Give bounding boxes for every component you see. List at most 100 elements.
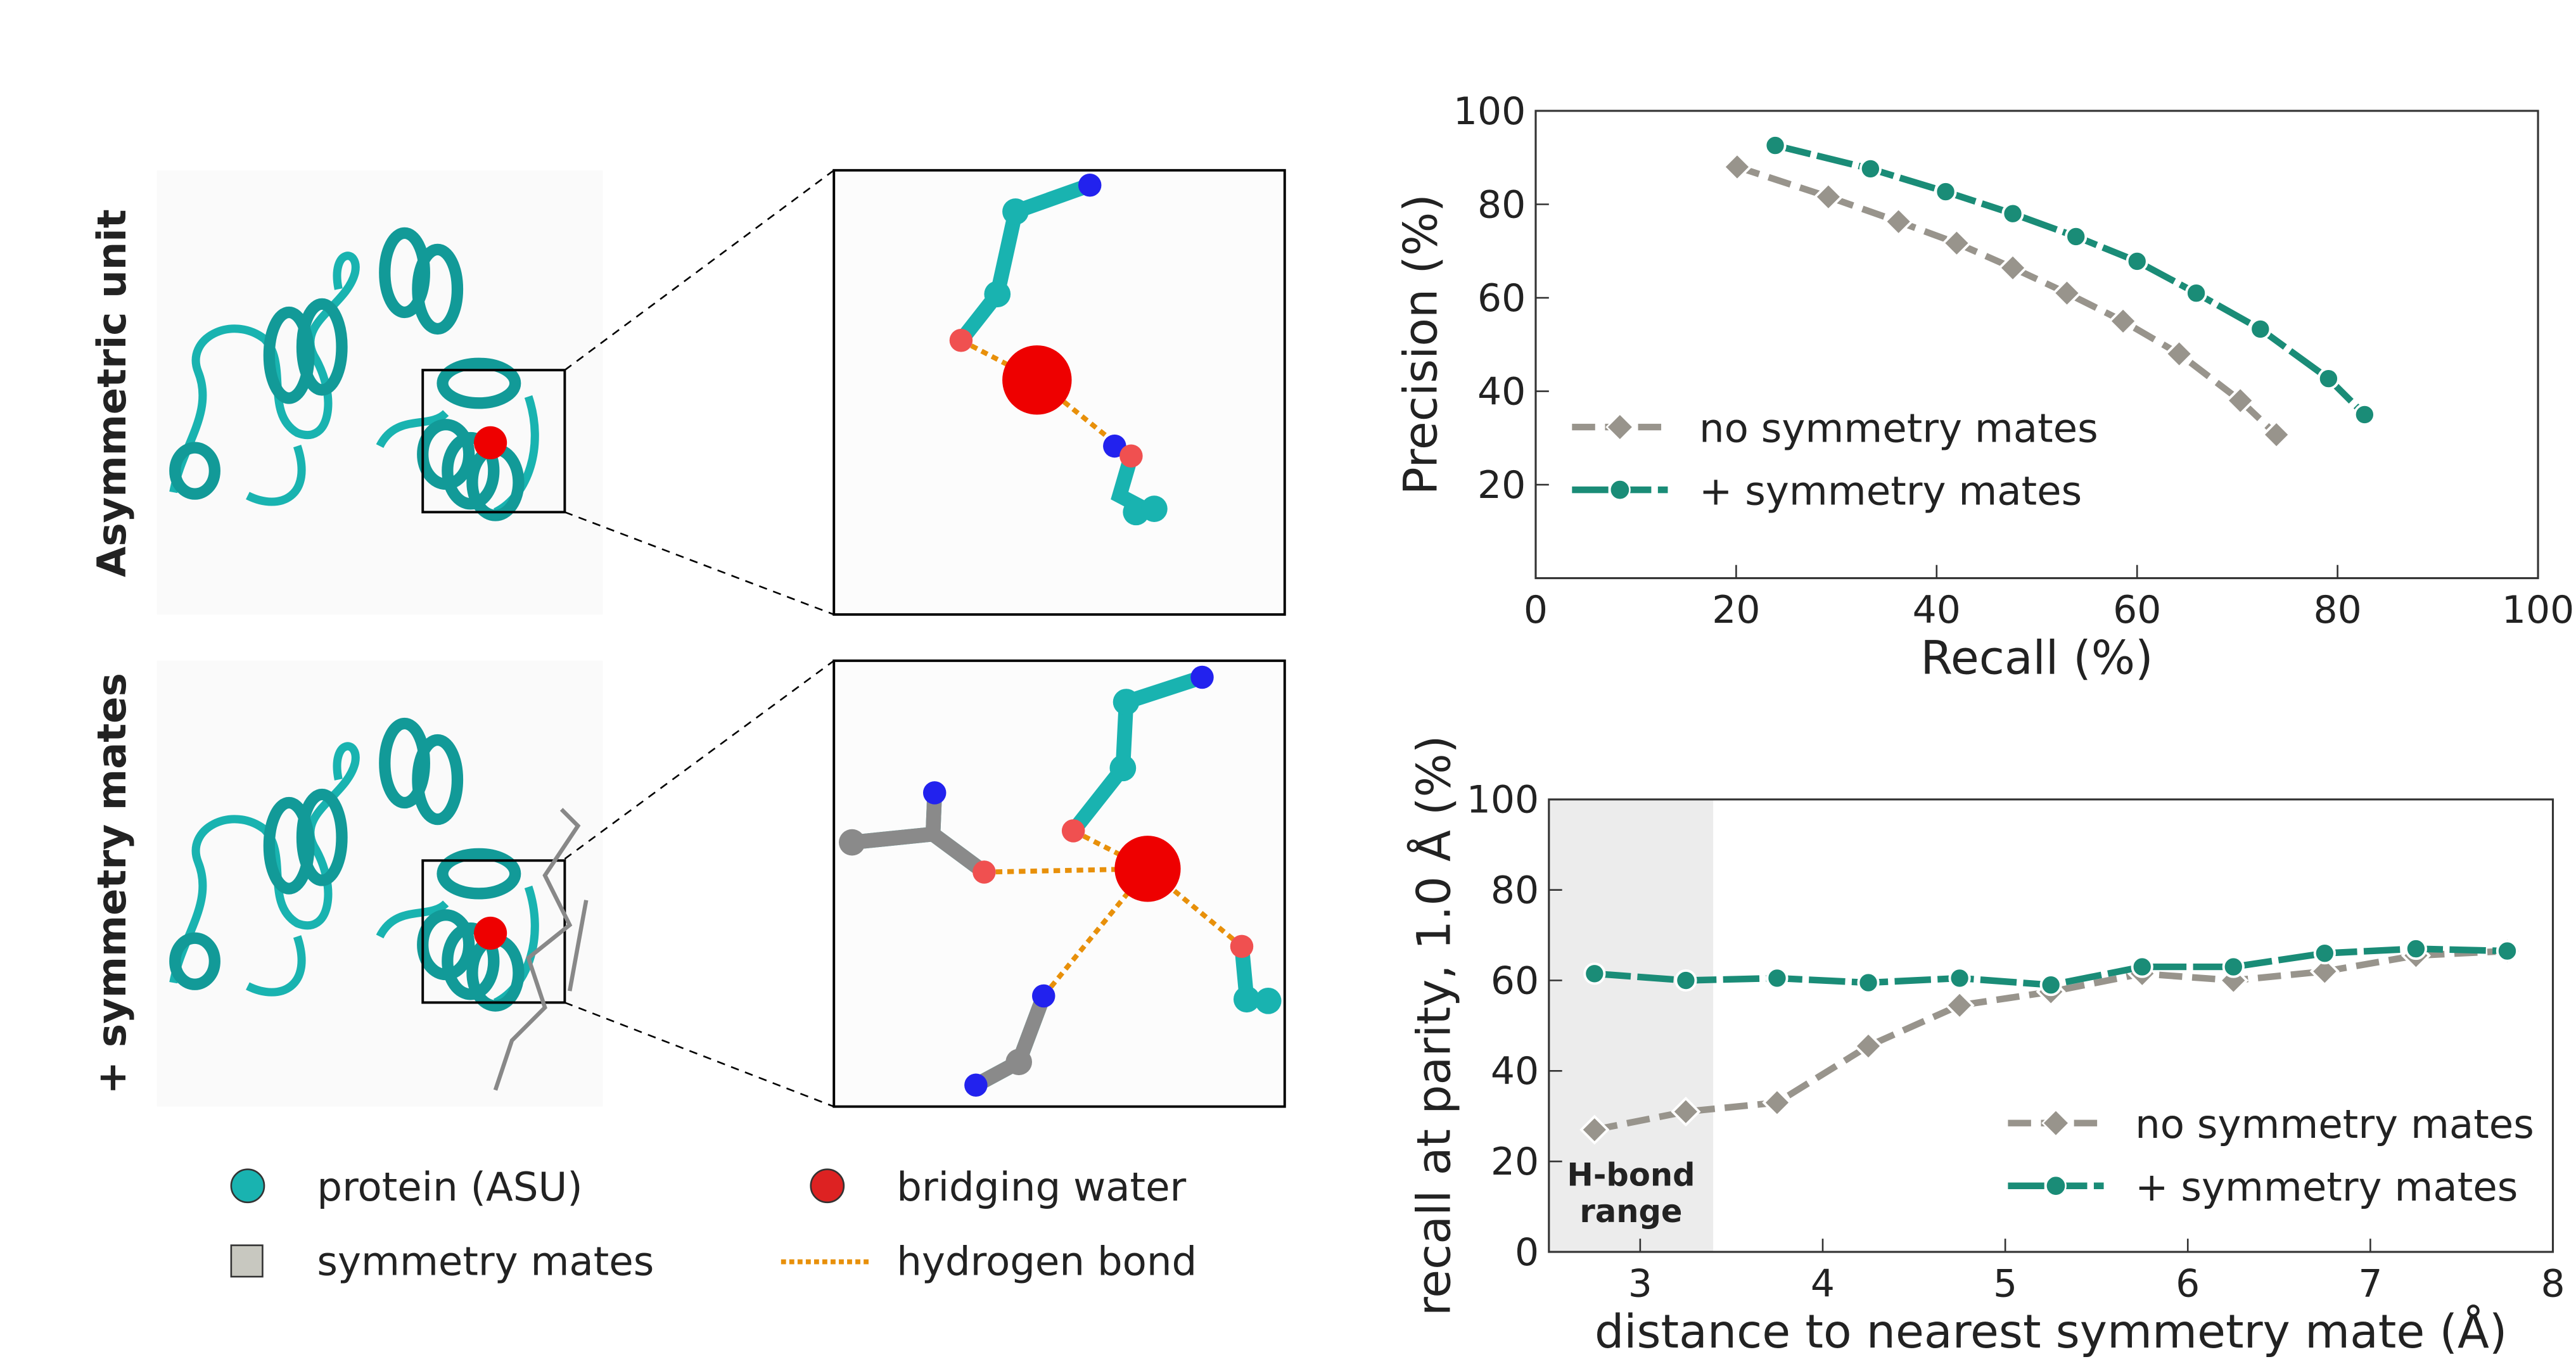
legend-marker — [230, 1168, 265, 1204]
marker — [2131, 955, 2153, 978]
y-tick-label: 60 — [1477, 276, 1526, 321]
marker — [2353, 403, 2376, 426]
marker — [2001, 202, 2024, 225]
marker — [1998, 253, 2028, 283]
x-tick-label: 60 — [2113, 588, 2161, 632]
marker — [2126, 250, 2148, 273]
x-tick-label: 0 — [1524, 588, 1548, 632]
shade — [1548, 799, 1714, 1252]
zoom-line — [564, 511, 834, 616]
row-label: + symmetry mates — [89, 673, 135, 1094]
y-tick-label: 40 — [1477, 369, 1526, 414]
marker — [1941, 228, 1972, 258]
x-tick-label: 8 — [2541, 1261, 2565, 1306]
series-line — [1736, 163, 2279, 437]
marker — [1853, 1031, 1884, 1061]
legend-marker — [810, 1168, 845, 1204]
legend-marker — [1605, 412, 1635, 442]
legend-marker — [2045, 1175, 2067, 1197]
y-tick-label: 0 — [1515, 1230, 1539, 1275]
marker — [1674, 969, 1697, 992]
zoom-line — [564, 660, 835, 860]
legend-label: no symmetry mates — [1699, 405, 2098, 452]
marker — [1884, 207, 1914, 237]
x-tick-label: 100 — [2502, 588, 2574, 632]
marker — [2309, 956, 2340, 986]
y-axis-label: recall at parity, 1.0 Å (%) — [1406, 736, 1461, 1316]
shade-label: H-bond — [1567, 1157, 1695, 1194]
legend-label: symmetry mates — [317, 1238, 654, 1284]
marker — [2051, 278, 2082, 309]
marker — [1583, 962, 1606, 985]
legend-label: hydrogen bond — [896, 1238, 1197, 1284]
marker — [1813, 182, 1844, 212]
marker — [1948, 967, 1971, 990]
marker — [2496, 940, 2519, 962]
y-tick-label: 20 — [1491, 1140, 1539, 1184]
y-tick-label: 20 — [1477, 463, 1526, 507]
symmetry-sticks — [493, 808, 589, 1091]
y-tick-label: 80 — [1491, 869, 1539, 913]
shade-label: range — [1579, 1193, 1682, 1230]
y-tick-label: 80 — [1477, 182, 1526, 227]
legend-marker — [1609, 479, 1631, 501]
marker — [1859, 157, 1882, 181]
marker — [1934, 180, 1957, 203]
x-tick-label: 6 — [2176, 1261, 2200, 1306]
marker — [2108, 306, 2138, 336]
panel-bg — [156, 660, 603, 1107]
series-line — [1774, 142, 2368, 418]
marker — [1722, 151, 1752, 182]
legend-marker — [230, 1244, 264, 1278]
marker — [2222, 955, 2245, 978]
marker — [1944, 990, 1975, 1021]
y-tick-label: 100 — [1467, 778, 1539, 822]
legend-label: + symmetry mates — [1699, 468, 2082, 514]
x-tick-label: 40 — [1913, 588, 1961, 632]
marker — [1671, 1096, 1701, 1127]
y-tick-label: 40 — [1491, 1049, 1539, 1094]
marker — [2184, 282, 2208, 305]
marker — [2261, 419, 2292, 450]
zoom-line — [564, 1002, 834, 1107]
y-axis-label: Precision (%) — [1394, 194, 1448, 495]
x-axis-label: Recall (%) — [1920, 632, 2153, 686]
marker — [1762, 1087, 1792, 1118]
marker — [2313, 942, 2336, 965]
zoom-structure — [949, 174, 1168, 526]
x-tick-label: 4 — [1811, 1261, 1835, 1306]
marker — [1764, 134, 1787, 157]
zoom-structure — [839, 665, 1282, 1097]
x-tick-label: 7 — [2358, 1261, 2382, 1306]
x-tick-label: 3 — [1628, 1261, 1652, 1306]
legend-label: + symmetry mates — [2135, 1164, 2518, 1210]
legend-label: bridging water — [896, 1164, 1186, 1210]
marker — [1579, 1114, 1610, 1145]
marker — [2249, 317, 2272, 341]
marker — [2039, 974, 2062, 997]
legend-label: protein (ASU) — [317, 1164, 582, 1210]
marker — [2317, 367, 2340, 390]
marker — [2404, 937, 2428, 960]
plot-frame — [1534, 110, 2539, 580]
row-label: Asymmetric unit — [89, 209, 135, 577]
x-axis-label: distance to nearest symmetry mate (Å) — [1595, 1304, 2507, 1359]
marker — [2225, 385, 2255, 416]
plot-frame — [1548, 798, 2554, 1253]
marker — [1766, 967, 1789, 990]
marker — [2065, 225, 2088, 248]
legend-marker — [2041, 1109, 2070, 1138]
x-tick-label: 5 — [1993, 1261, 2017, 1306]
zoom-panel — [832, 659, 1286, 1108]
panel-bg — [156, 170, 603, 615]
legend-label: no symmetry mates — [2135, 1101, 2534, 1147]
marker — [1857, 971, 1880, 994]
marker — [2164, 338, 2195, 369]
x-tick-label: 80 — [2313, 588, 2361, 632]
y-tick-label: 60 — [1491, 959, 1539, 1003]
y-tick-label: 100 — [1453, 89, 1526, 134]
x-tick-label: 20 — [1712, 588, 1760, 632]
zoom-line — [564, 169, 835, 371]
